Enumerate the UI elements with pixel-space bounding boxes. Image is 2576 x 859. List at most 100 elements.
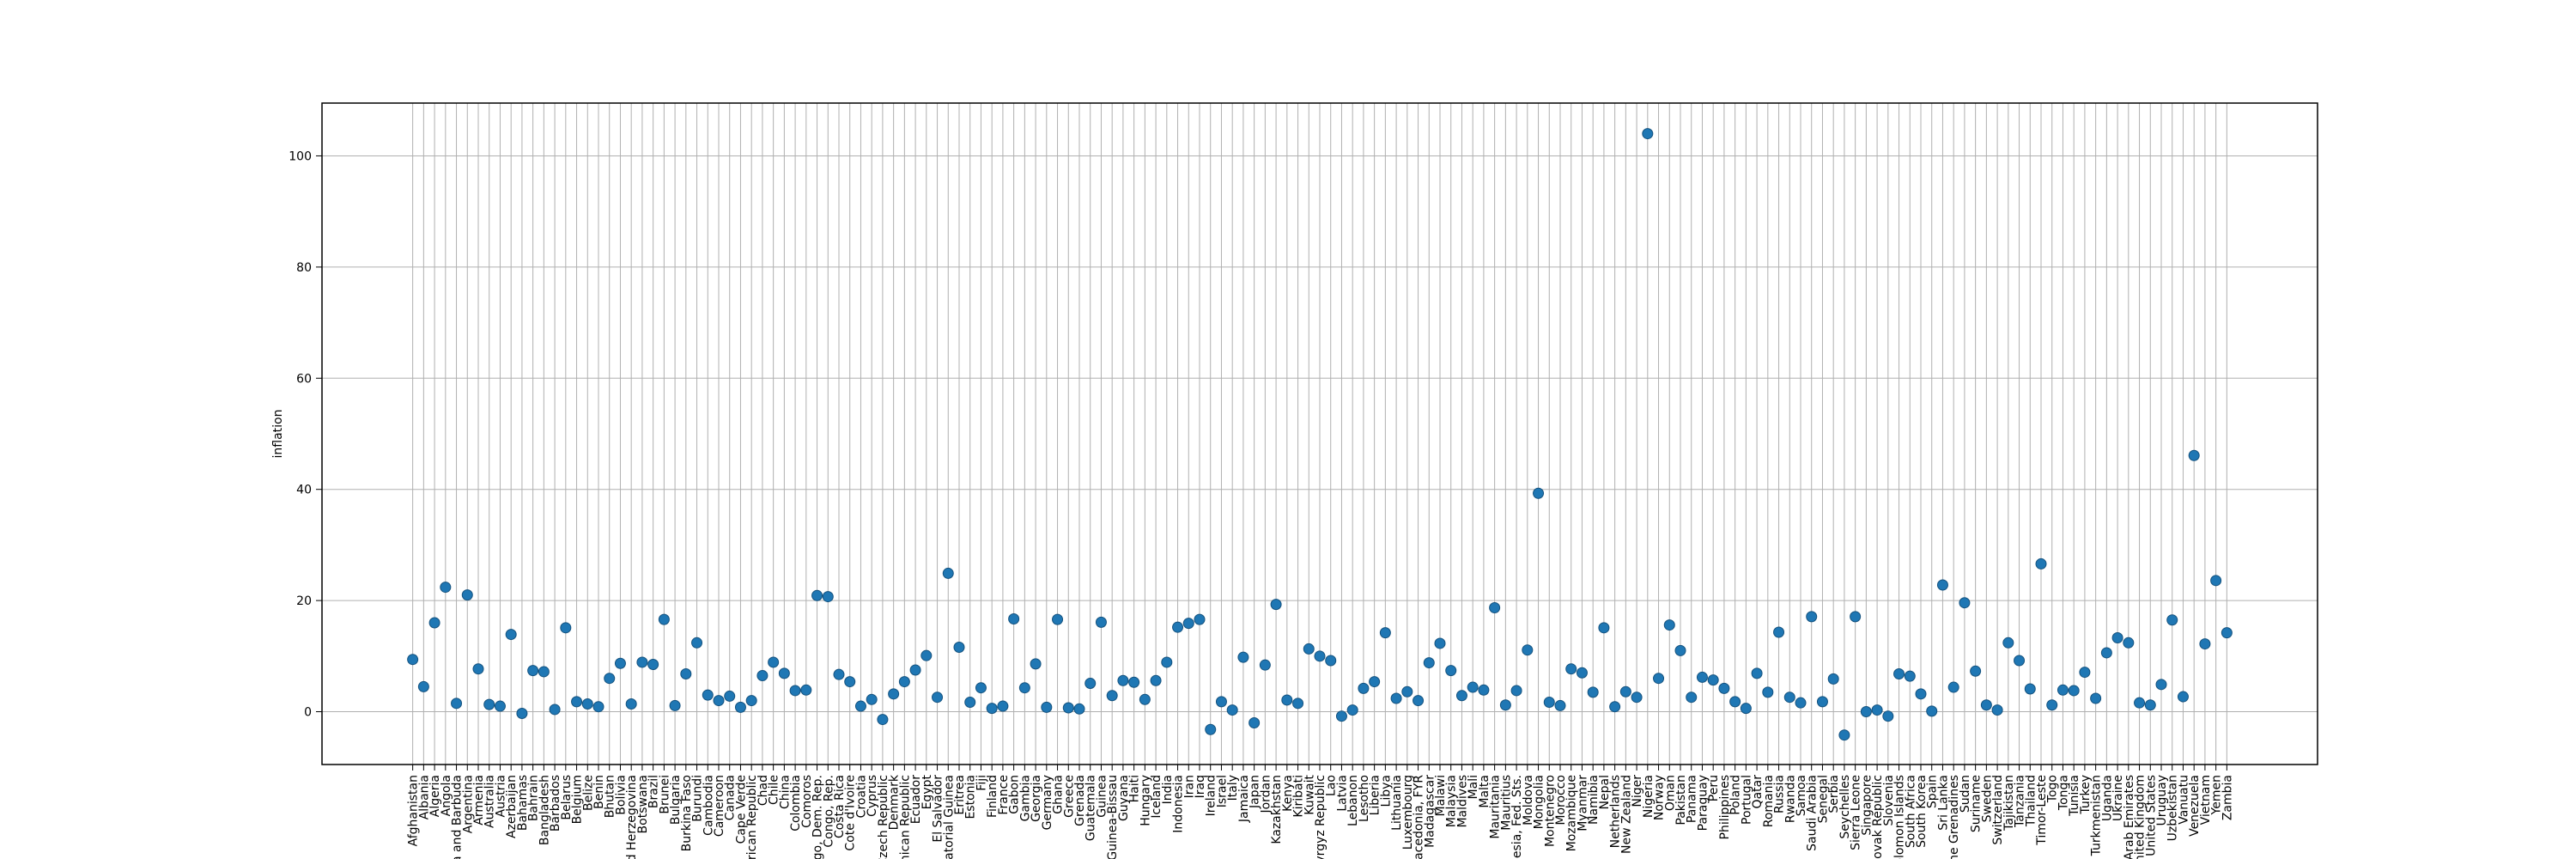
y-tick-label: 0 [304, 706, 312, 720]
point [2002, 637, 2014, 649]
x-tick-label: Denmark [888, 774, 902, 830]
x-tick-label: Estonia [964, 775, 978, 819]
x-tick-label: Tunisia [2068, 775, 2081, 817]
plot-frame [321, 102, 2318, 765]
point [1478, 684, 1490, 696]
point [1270, 599, 1282, 611]
x-tick-label: Suriname [1970, 775, 1984, 832]
x-tick-label: Chad [756, 775, 770, 806]
point [1325, 655, 1337, 667]
x-tick-label: Bolivia [614, 775, 628, 815]
x-tick-label: Venezuela [2188, 775, 2202, 837]
x-tick-label: Iran [1182, 775, 1196, 798]
point [1172, 621, 1184, 633]
point [1762, 686, 1774, 698]
point [1904, 670, 1916, 682]
x-tick-label: China [778, 775, 792, 809]
x-tick-label: France [997, 775, 1011, 815]
point [461, 589, 473, 601]
point [1686, 691, 1698, 704]
point [778, 667, 790, 679]
point [854, 700, 866, 712]
x-tick-label: Nigeria [1642, 775, 1656, 818]
x-tick-label: Nepal [1598, 775, 1612, 809]
point [1413, 695, 1425, 707]
point [1598, 622, 1610, 634]
point [407, 654, 419, 666]
x-tick-label: Croatia [854, 775, 868, 818]
point [1215, 696, 1227, 708]
point [1576, 667, 1588, 679]
x-tick-label: Lao [1325, 775, 1339, 796]
point [713, 695, 725, 707]
x-tick-label: Kuwait [1303, 774, 1316, 814]
x-tick-label: Singapore [1860, 775, 1874, 836]
point [1991, 704, 2003, 716]
x-tick-label: Iceland [1150, 775, 1163, 819]
x-tick-label: Slovenia [1882, 775, 1896, 826]
x-tick-label: Latvia [1335, 775, 1349, 812]
point [1499, 699, 1511, 711]
point [472, 663, 484, 675]
point [1095, 616, 1107, 628]
point [483, 698, 495, 710]
y-tick-label: 80 [296, 261, 312, 275]
point [800, 684, 812, 696]
x-tick-label: Oman [1663, 775, 1677, 811]
x-tick-label: Peru [1707, 775, 1721, 801]
x-tick-label: Kenya [1281, 775, 1295, 812]
point [964, 697, 976, 709]
point [658, 613, 670, 625]
x-tick-label: Argentina [461, 775, 475, 833]
point [1335, 710, 1347, 722]
x-tick-label: Kiribati [1292, 775, 1306, 818]
x-tick-label: Cape Verde [734, 775, 748, 844]
x-tick-label: Lebanon [1346, 775, 1360, 826]
x-tick-label: Georgia [1030, 775, 1043, 822]
x-tick-label: Tajikistan [2002, 775, 2016, 832]
point [2046, 699, 2058, 711]
x-tick-label: Gabon [1008, 775, 1022, 814]
point [932, 691, 944, 704]
x-tick-label: Haiti [1128, 775, 1142, 802]
point [1434, 637, 1446, 649]
point [2221, 627, 2233, 639]
x-tick-label: Namibia [1587, 775, 1601, 825]
x-tick-label: Congo, Dem. Rep. [811, 775, 825, 859]
x-tick-label: Hungary [1139, 775, 1152, 826]
x-tick-label: Burkina Faso [680, 775, 694, 851]
x-tick-label: Zambia [2221, 775, 2234, 820]
x-tick-label: Gambia [1018, 775, 1032, 821]
point [1062, 702, 1074, 714]
point [581, 698, 593, 710]
point [909, 664, 921, 676]
point [1139, 693, 1151, 705]
point [1653, 673, 1665, 685]
point [691, 637, 703, 649]
point [1182, 618, 1194, 630]
x-tick-label: South Africa [1904, 775, 1917, 848]
x-tick-label: Japan [1249, 775, 1262, 809]
x-tick-label: Cameroon [713, 775, 726, 837]
point [527, 665, 539, 677]
x-tick-label: United Arab Emirates [2123, 775, 2136, 859]
x-tick-label: Ghana [1052, 775, 1066, 814]
x-tick-label: Kazakhstan [1270, 775, 1284, 844]
x-tick-label: Eritrea [953, 775, 967, 815]
point [592, 701, 605, 713]
point [1729, 696, 1741, 708]
point [1292, 698, 1304, 710]
x-tick-label: St. Vincent and the Grenadines [1947, 775, 1961, 859]
x-tick-label: Egypt [920, 775, 934, 810]
x-tick-label: Saudi Arabia [1806, 775, 1820, 851]
x-tick-label: Mozambique [1565, 775, 1579, 851]
x-tick-label: Rwanda [1783, 775, 1797, 823]
x-tick-label: Botswana [636, 775, 650, 833]
x-tick-label: Comoros [800, 775, 814, 828]
x-tick-label: Togo [2046, 775, 2060, 803]
x-tick-label: Cyprus [866, 775, 879, 817]
point [428, 617, 440, 629]
point [1106, 690, 1118, 702]
point [1587, 686, 1599, 698]
x-tick-label: Italy [1226, 775, 1240, 801]
